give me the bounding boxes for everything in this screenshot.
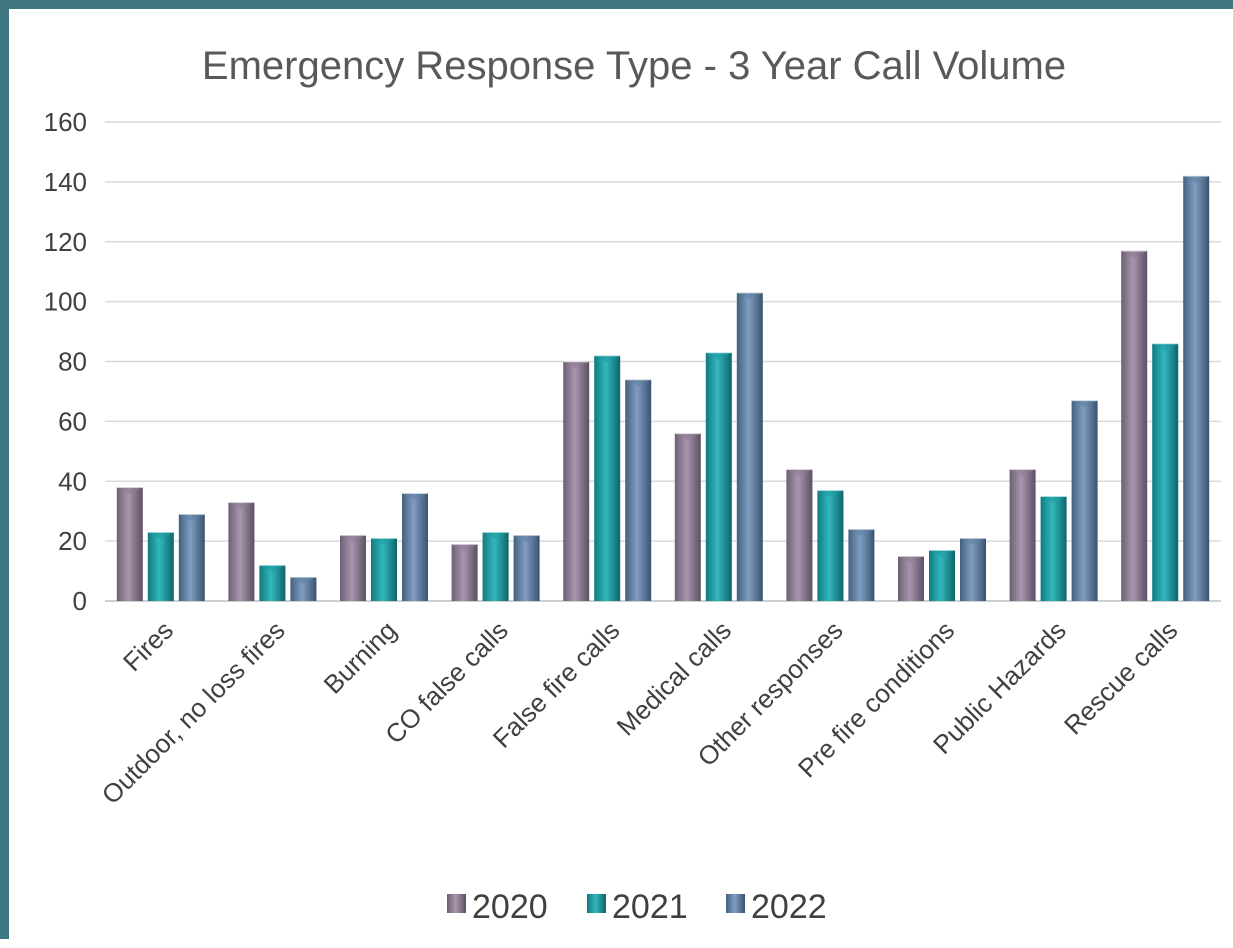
bar-cap <box>259 565 286 573</box>
bar-cap <box>898 556 924 564</box>
bar-cap <box>817 490 844 498</box>
bar-cap <box>116 487 143 495</box>
bar-2020-5 <box>563 361 590 601</box>
bar-2022-1 <box>178 514 205 601</box>
y-tick-label: 60 <box>58 406 87 436</box>
bar-cap <box>960 538 986 546</box>
bar-2021-10 <box>1152 343 1179 601</box>
bar-2021-5 <box>594 355 621 601</box>
bar-2021-9 <box>1040 496 1067 601</box>
bar-2020-4 <box>451 544 478 601</box>
bar-2022-10 <box>1183 175 1210 601</box>
bar-cap <box>674 433 701 441</box>
bar-cap <box>1183 175 1210 183</box>
legend-swatch-2020 <box>447 894 466 913</box>
bar-cap <box>1152 343 1179 351</box>
bar-cap <box>402 493 428 501</box>
x-tick-label: Medical calls <box>611 615 737 741</box>
x-tick-label: Rescue calls <box>1058 615 1183 740</box>
bar-cap <box>1071 400 1098 408</box>
x-tick-label: Outdoor, no loss fires <box>96 615 291 810</box>
bar-2022-9 <box>1071 400 1098 601</box>
y-axis: 0 20 40 60 80 100 120 140 160 <box>44 107 87 616</box>
bar-2022-7 <box>848 529 875 601</box>
bar-cap <box>848 529 875 537</box>
bar-2022-5 <box>625 379 652 601</box>
bar-2020-10 <box>1121 250 1148 601</box>
bar-2020-7 <box>786 469 813 601</box>
gridlines <box>105 121 1221 602</box>
legend-swatch-2021 <box>587 894 606 913</box>
bar-2022-6 <box>736 292 763 601</box>
bar-2020-3 <box>340 535 366 601</box>
legend-swatch-2022 <box>726 894 745 913</box>
chart-title: Emergency Response Type - 3 Year Call Vo… <box>202 44 1066 88</box>
bar-cap <box>929 550 955 558</box>
bar-2020-1 <box>116 487 143 601</box>
bar-2022-4 <box>513 535 540 601</box>
bar-chart: Emergency Response Type - 3 Year Call Vo… <box>44 44 1221 926</box>
bar-cap <box>340 535 366 543</box>
bar-cap <box>1121 250 1148 258</box>
legend: 2020 2021 2022 <box>447 888 827 926</box>
bar-cap <box>290 577 317 585</box>
bars <box>116 175 1210 601</box>
legend-label-2022: 2022 <box>751 888 827 926</box>
bar-cap <box>736 292 763 300</box>
bar-cap <box>228 502 255 510</box>
legend-label-2020: 2020 <box>472 888 548 926</box>
bar-cap <box>482 532 509 540</box>
bar-2020-9 <box>1009 469 1036 601</box>
y-tick-label: 80 <box>58 347 87 377</box>
bar-2020-2 <box>228 502 255 601</box>
bar-cap <box>786 469 813 477</box>
y-tick-label: 20 <box>58 526 87 556</box>
y-tick-label: 120 <box>44 227 87 257</box>
bar-2022-8 <box>960 538 986 601</box>
bar-cap <box>1040 496 1067 504</box>
bar-cap <box>1009 469 1036 477</box>
bar-2022-2 <box>290 577 317 601</box>
bar-2021-1 <box>147 532 174 601</box>
bar-cap <box>371 538 397 546</box>
bar-2021-6 <box>705 352 732 601</box>
y-tick-label: 40 <box>58 466 87 496</box>
bar-cap <box>178 514 205 522</box>
y-tick-label: 140 <box>44 167 87 197</box>
x-tick-label: Burning <box>318 615 403 700</box>
bar-cap <box>625 379 652 387</box>
y-tick-label: 100 <box>44 287 87 317</box>
bar-2021-8 <box>929 550 955 601</box>
y-tick-label: 160 <box>44 107 87 137</box>
bar-2022-3 <box>402 493 428 601</box>
bar-cap <box>513 535 540 543</box>
x-tick-label: Fires <box>117 615 179 677</box>
bar-2021-3 <box>371 538 397 601</box>
bar-2021-4 <box>482 532 509 601</box>
bar-cap <box>147 532 174 540</box>
bar-cap <box>563 361 590 369</box>
legend-label-2021: 2021 <box>612 888 688 926</box>
bar-2020-8 <box>898 556 924 601</box>
bar-cap <box>705 352 732 360</box>
bar-cap <box>594 355 621 363</box>
bar-2021-7 <box>817 490 844 601</box>
bar-cap <box>451 544 478 552</box>
bar-2020-6 <box>674 433 701 601</box>
y-tick-label: 0 <box>73 586 87 616</box>
